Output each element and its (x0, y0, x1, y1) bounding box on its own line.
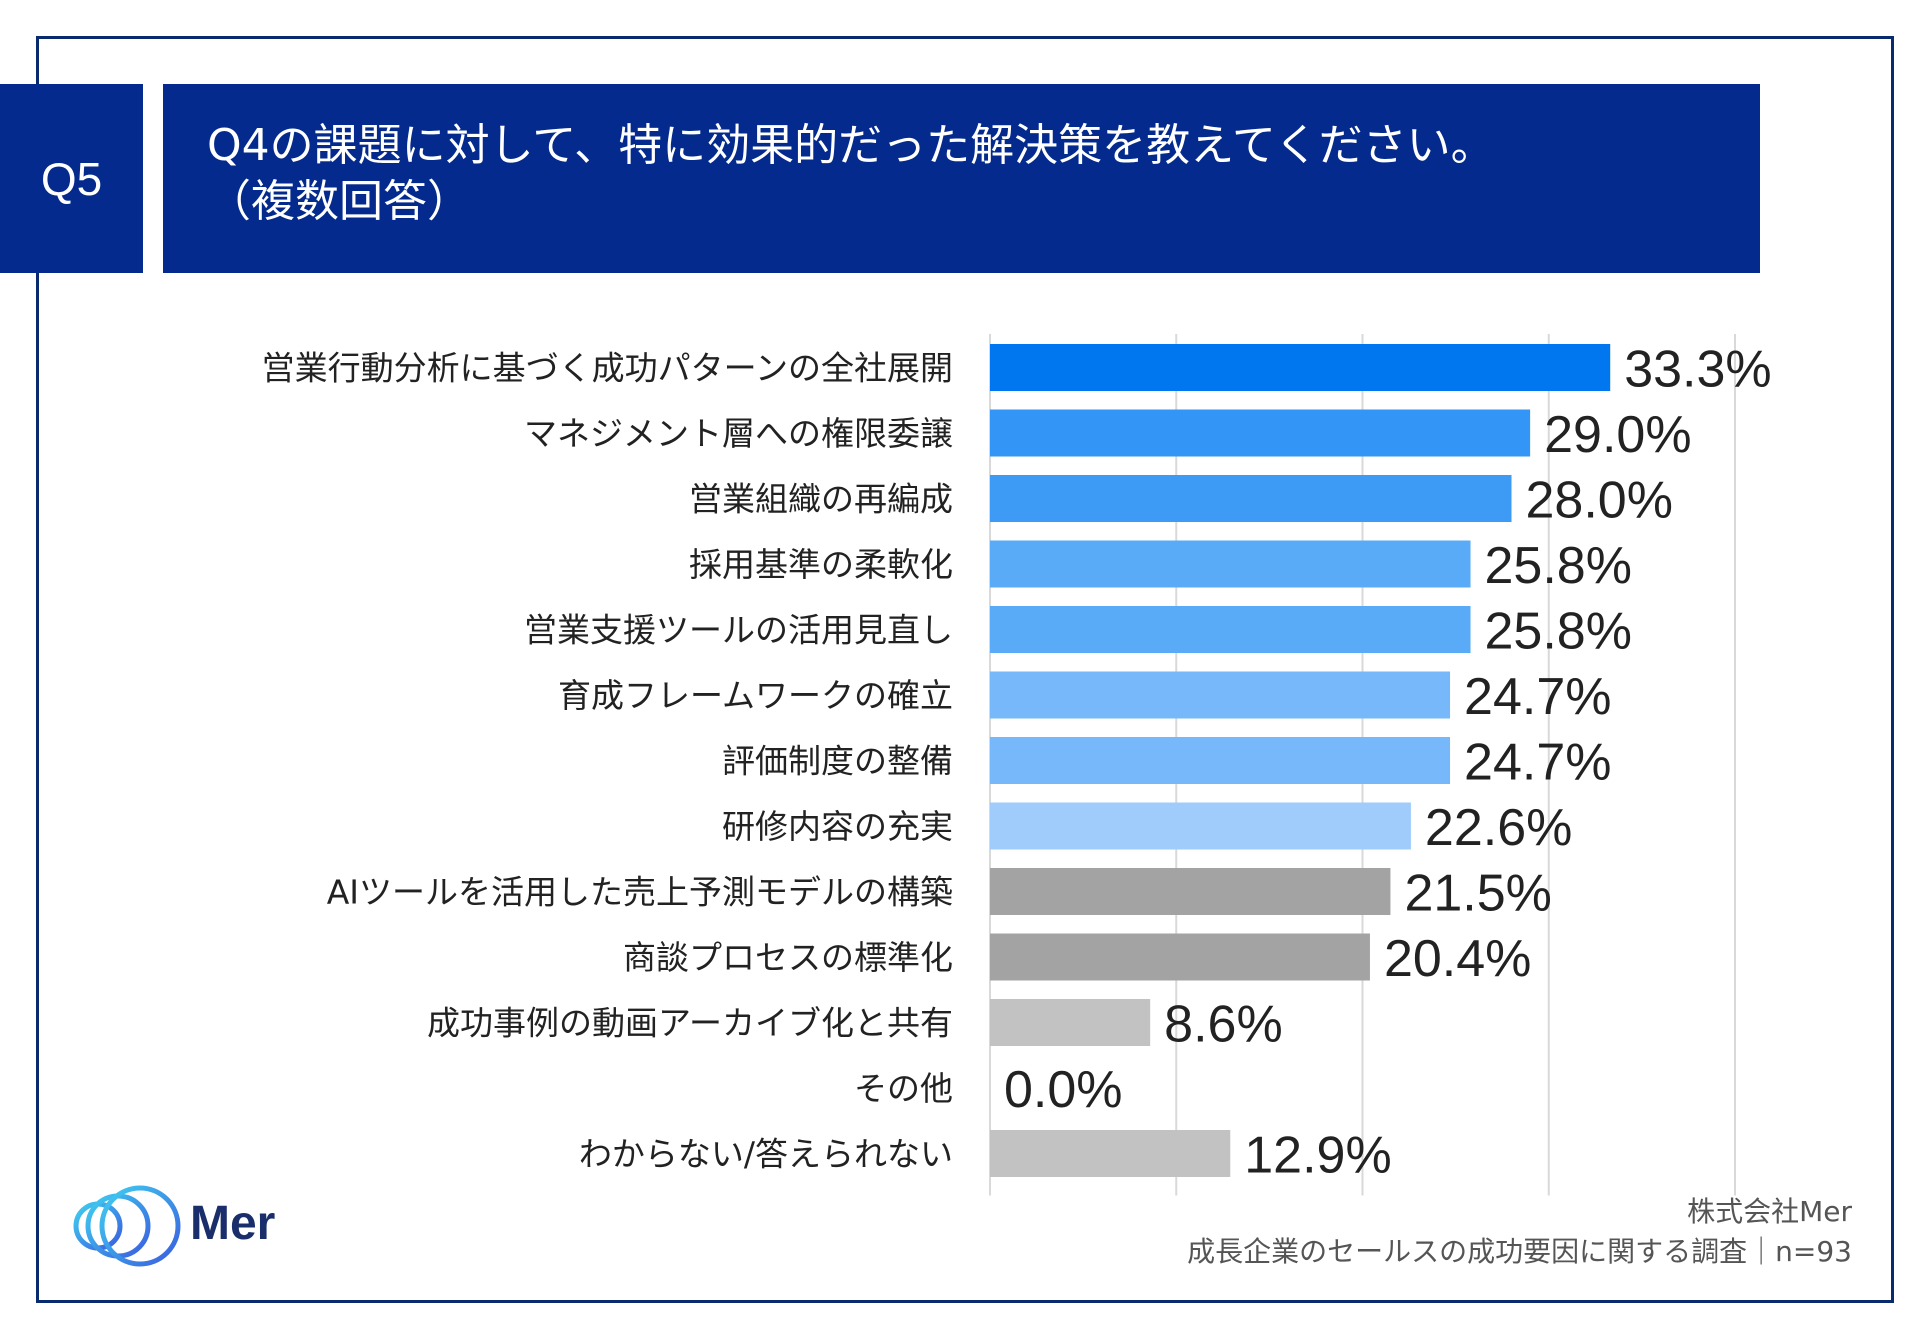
value-label-3: 25.8% (1485, 537, 1632, 595)
value-label-10: 8.6% (1164, 996, 1283, 1054)
bar-3 (990, 540, 1471, 588)
category-label-6: 評価制度の整備 (722, 742, 953, 781)
source-survey: 成長企業のセールスの成功要因に関する調査｜n=93 (1187, 1235, 1852, 1268)
bar-8 (990, 868, 1391, 915)
category-label-10: 成功事例の動画アーカイブ化と共有 (427, 1004, 953, 1043)
source-company: 株式会社Mer (1687, 1195, 1852, 1228)
question-badge-text: Q5 (40, 152, 103, 205)
question-title-box: Q4の課題に対して、特に効果的だった解決策を教えてください。 （複数回答） (163, 84, 1760, 273)
value-label-6: 24.7% (1464, 734, 1611, 792)
source-note: 株式会社Mer 成長企業のセールスの成功要因に関する調査｜n=93 (1187, 1192, 1852, 1272)
value-label-12: 12.9% (1244, 1127, 1391, 1185)
category-label-2: 営業組織の再編成 (689, 480, 953, 519)
bar-12 (990, 1130, 1231, 1177)
brand-name: Mer (190, 1197, 276, 1250)
value-label-8: 21.5% (1404, 865, 1551, 923)
category-label-1: マネジメント層への権限委譲 (524, 414, 953, 453)
bar-6 (990, 737, 1451, 784)
category-label-7: 研修内容の充実 (722, 807, 953, 846)
bar-7 (990, 802, 1411, 850)
category-label-3: 採用基準の柔軟化 (689, 545, 953, 584)
value-label-2: 28.0% (1526, 472, 1673, 530)
bar-4 (990, 606, 1471, 653)
bar-0 (990, 344, 1611, 391)
mer-logo-icon (73, 1185, 181, 1267)
category-label-5: 育成フレームワークの確立 (558, 676, 953, 715)
bar-2 (990, 475, 1512, 522)
category-label-4: 営業支援ツールの活用見直し (524, 611, 953, 650)
bar-9 (990, 933, 1370, 981)
value-label-5: 24.7% (1464, 668, 1611, 726)
bar-1 (990, 409, 1531, 457)
value-label-1: 29.0% (1544, 406, 1691, 464)
value-label-7: 22.6% (1425, 799, 1572, 857)
bar-5 (990, 671, 1451, 719)
value-label-0: 33.3% (1624, 341, 1771, 399)
category-label-9: 商談プロセスの標準化 (623, 938, 953, 977)
frame-border (36, 36, 1894, 1303)
bar-10 (990, 999, 1151, 1046)
value-label-4: 25.8% (1485, 603, 1632, 661)
question-subtitle: （複数回答） (207, 176, 471, 227)
value-label-11: 0.0% (1004, 1061, 1123, 1119)
category-label-12: わからない/答えられない (579, 1135, 953, 1174)
question-title: Q4の課題に対して、特に効果的だった解決策を教えてください。 (207, 120, 1495, 171)
category-label-8: AIツールを活用した売上予測モデルの構築 (327, 873, 953, 912)
question-badge: Q5 (0, 84, 143, 273)
category-label-0: 営業行動分析に基づく成功パターンの全社展開 (262, 349, 953, 388)
category-label-11: その他 (854, 1069, 953, 1108)
value-label-9: 20.4% (1384, 930, 1531, 988)
